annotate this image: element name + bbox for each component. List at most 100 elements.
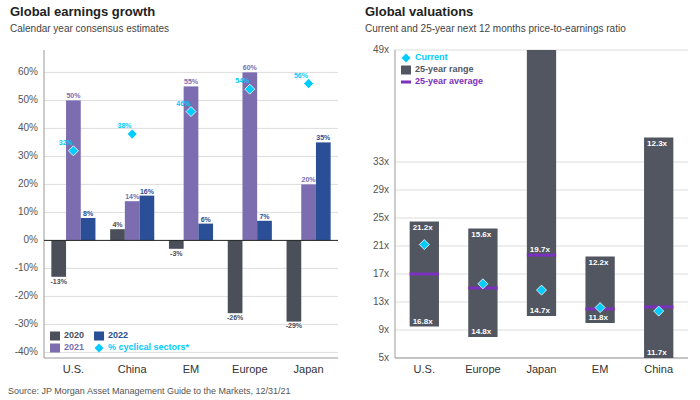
legend-label: 2020 bbox=[64, 330, 84, 340]
y-tick-label: 40% bbox=[18, 122, 38, 133]
bar bbox=[110, 229, 125, 240]
data-label: 50% bbox=[66, 92, 81, 99]
bar bbox=[316, 142, 331, 240]
x-tick-label: Europe bbox=[465, 363, 500, 375]
y-tick-label: 50% bbox=[18, 94, 38, 105]
title: Global earnings growth bbox=[10, 4, 155, 19]
range-bar bbox=[585, 257, 614, 324]
plot-area bbox=[410, 50, 674, 358]
bar bbox=[242, 72, 257, 240]
data-label: 16% bbox=[140, 188, 155, 195]
legend: Current 25-year range 25-year average bbox=[401, 52, 483, 86]
zero-line bbox=[44, 240, 338, 241]
y-tick-label: -20% bbox=[15, 290, 38, 301]
range-bar bbox=[410, 222, 439, 327]
range-bar bbox=[644, 138, 673, 359]
data-label: -29% bbox=[286, 322, 303, 329]
plot-area bbox=[44, 72, 338, 321]
data-label: 38% bbox=[118, 122, 133, 129]
value-annotation: 21.2x bbox=[413, 223, 434, 232]
bar bbox=[184, 86, 199, 240]
x-tick-label: U.S. bbox=[63, 363, 84, 375]
bar bbox=[66, 100, 81, 240]
data-label: 4% bbox=[112, 221, 123, 228]
data-label: 20% bbox=[302, 176, 317, 183]
diamond-marker bbox=[304, 79, 314, 89]
grid bbox=[44, 72, 338, 352]
y-tick-label: -10% bbox=[15, 262, 38, 273]
legend-label: 25-year range bbox=[415, 64, 474, 74]
data-label: -26% bbox=[227, 314, 244, 321]
diamond-marker bbox=[245, 84, 255, 94]
diamond-marker bbox=[186, 107, 196, 117]
x-tick-label: U.S. bbox=[414, 363, 435, 375]
legend-swatch bbox=[401, 81, 411, 84]
data-label: 54% bbox=[235, 77, 250, 84]
data-label: -3% bbox=[170, 250, 183, 257]
legend-swatch bbox=[401, 66, 411, 75]
subtitle: Current and 25-year next 12 months price… bbox=[365, 23, 626, 34]
y-tick-label: -30% bbox=[15, 318, 38, 329]
y-tick-label: 33x bbox=[373, 156, 389, 167]
legend-label: 25-year average bbox=[415, 76, 483, 86]
y-tick-label: 30% bbox=[18, 150, 38, 161]
legend-item: 2020 bbox=[50, 330, 84, 340]
data-label: 32% bbox=[59, 139, 74, 146]
y-tick-label: 13x bbox=[373, 296, 389, 307]
range-bar bbox=[468, 229, 497, 338]
y-axis-line bbox=[44, 50, 45, 358]
y-tick-label: 29x bbox=[373, 184, 389, 195]
legend-label: Current bbox=[415, 52, 448, 62]
y-tick-label: -40% bbox=[15, 346, 38, 357]
x-tick-label: Japan bbox=[294, 363, 324, 375]
bar bbox=[301, 184, 316, 240]
data-label: 8% bbox=[83, 210, 94, 217]
y-tick-label: 49x bbox=[373, 44, 389, 55]
x-tick-label: China bbox=[118, 363, 148, 375]
bar bbox=[140, 196, 155, 241]
diamond-marker bbox=[654, 306, 664, 316]
bar bbox=[81, 218, 96, 240]
y-tick-label: 20% bbox=[18, 178, 38, 189]
y-tick-label: 0% bbox=[24, 234, 39, 245]
data-label: 46% bbox=[176, 100, 191, 107]
y-tick-label: 5x bbox=[378, 352, 389, 363]
value-annotation: 12.2x bbox=[588, 258, 609, 267]
y-tick-label: 60% bbox=[18, 66, 38, 77]
subtitle: Calendar year consensus estimates bbox=[10, 23, 169, 34]
diamond-marker bbox=[478, 279, 488, 289]
legend-item: 25-year range bbox=[401, 64, 474, 74]
legend: 2020 2021 2022 % cyclical sectors* bbox=[50, 330, 190, 352]
average-line bbox=[410, 273, 439, 276]
data-label: 56% bbox=[294, 72, 309, 79]
data-label: 60% bbox=[243, 64, 258, 71]
x-tick-label: EM bbox=[592, 363, 609, 375]
diamond-marker bbox=[537, 285, 547, 295]
value-annotation: 15.6x bbox=[471, 230, 492, 239]
y-axis-line bbox=[395, 50, 396, 358]
legend-item: 2021 bbox=[50, 342, 84, 352]
value-annotation: 12.3x bbox=[647, 139, 668, 148]
grid-line bbox=[44, 352, 338, 353]
range-bar bbox=[527, 50, 556, 316]
legend-item: 2022 bbox=[94, 330, 128, 340]
legend-item: Current bbox=[402, 52, 448, 62]
legend-swatch bbox=[402, 54, 411, 63]
x-tick-label: EM bbox=[183, 363, 200, 375]
x-axis-line bbox=[44, 358, 338, 359]
legend-swatch bbox=[94, 332, 104, 341]
value-annotation: 16.8x bbox=[413, 317, 434, 326]
diamond-marker bbox=[595, 303, 605, 313]
legend-label: % cyclical sectors* bbox=[108, 342, 190, 352]
legend-swatch bbox=[50, 344, 60, 353]
data-label: -13% bbox=[51, 278, 68, 285]
bar bbox=[169, 240, 184, 248]
value-annotation: 11.8x bbox=[588, 313, 608, 322]
legend-item: % cyclical sectors* bbox=[95, 342, 190, 352]
x-tick-label: Japan bbox=[527, 363, 557, 375]
value-annotation: 11.7x bbox=[647, 348, 667, 357]
legend-item: 25-year average bbox=[401, 76, 483, 86]
value-annotation: 14.8x bbox=[471, 327, 492, 336]
bar bbox=[51, 240, 66, 276]
x-tick-label: Europe bbox=[232, 363, 267, 375]
